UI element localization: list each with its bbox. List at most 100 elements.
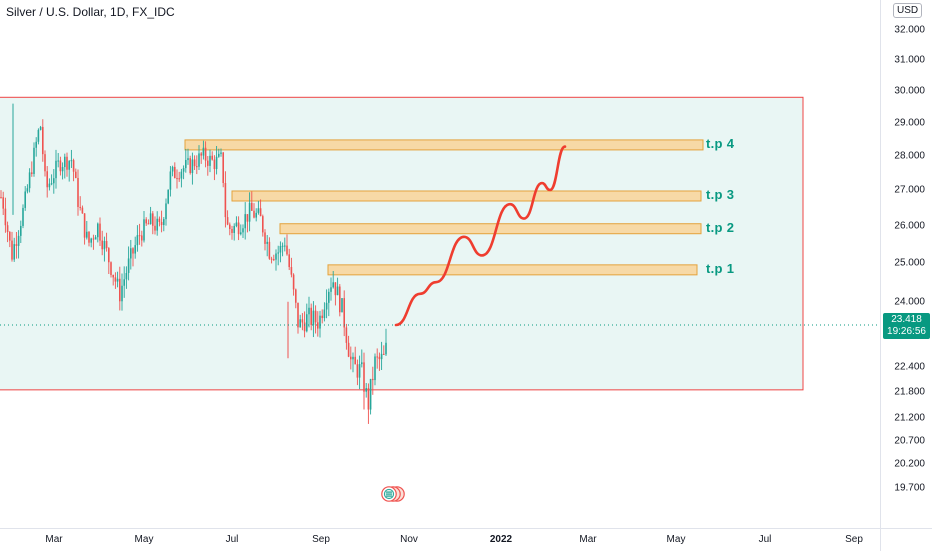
candle: [35, 137, 37, 157]
candle: [50, 174, 53, 186]
candle: [64, 153, 66, 179]
candle: [167, 189, 169, 205]
candle: [275, 249, 277, 271]
candle: [70, 149, 73, 168]
price-tick: 20.700: [894, 435, 925, 447]
candle: [86, 220, 88, 240]
candle: [358, 355, 361, 390]
price-tick: 27.000: [894, 184, 925, 196]
candle: [308, 296, 310, 328]
candle: [259, 199, 262, 217]
candle: [284, 237, 286, 252]
candle: [121, 273, 123, 311]
candle: [9, 231, 11, 248]
candle: [251, 191, 253, 212]
price-tick: 20.200: [894, 458, 925, 470]
projection-curve[interactable]: [394, 145, 567, 327]
candle: [6, 221, 9, 243]
candle: [42, 119, 44, 162]
candle: [138, 223, 141, 245]
tradingview-logo-icon[interactable]: [380, 486, 406, 502]
candle: [229, 222, 231, 236]
candle: [200, 151, 202, 164]
candle: [55, 149, 57, 189]
candle: [380, 341, 383, 370]
candle: [119, 266, 121, 311]
candle: [22, 204, 24, 229]
candle: [169, 166, 172, 197]
candle: [290, 257, 293, 278]
candle: [196, 155, 198, 175]
candle: [301, 313, 304, 331]
symbol-legend[interactable]: Silver / U.S. Dollar, 1D, FX_IDC: [6, 5, 175, 19]
candle: [299, 314, 301, 328]
candle: [336, 277, 339, 296]
candle: [15, 231, 18, 259]
candle: [180, 168, 183, 188]
candle: [374, 353, 376, 386]
price-axis[interactable]: USD 32.000 31.000 30.000 29.000 28.000 27.000…: [880, 0, 932, 528]
candle: [59, 156, 62, 176]
candle: [92, 234, 95, 250]
candle: [339, 284, 341, 317]
candle: [174, 162, 176, 179]
candle: [198, 145, 200, 170]
candle: [240, 224, 242, 236]
candle: [218, 148, 220, 158]
candle: [367, 383, 370, 424]
price-tick: 21.200: [894, 412, 925, 424]
price-tick: 21.800: [894, 386, 925, 398]
time-tick: Mar: [45, 534, 63, 545]
candle: [0, 190, 2, 199]
candle: [365, 382, 367, 398]
candle: [24, 186, 26, 211]
time-tick: May: [666, 534, 686, 545]
target-level-bar-4[interactable]: [184, 139, 704, 151]
time-axis[interactable]: Mar May Jul Sep Nov 2022 Mar May Jul Sep: [0, 528, 880, 551]
candle: [147, 219, 150, 225]
candle: [215, 145, 218, 175]
candle: [108, 247, 110, 274]
time-tick: Nov: [400, 534, 418, 545]
candle: [182, 165, 185, 180]
candle: [97, 222, 99, 243]
candle: [330, 277, 332, 301]
candle: [312, 301, 315, 338]
target-level-bar-1[interactable]: [327, 264, 698, 276]
candle: [303, 311, 306, 338]
currency-button[interactable]: USD: [893, 3, 923, 18]
target-level-bar-3[interactable]: [231, 190, 702, 202]
time-tick: May: [134, 534, 154, 545]
candle: [189, 155, 191, 175]
candle: [376, 348, 378, 369]
candle: [171, 165, 174, 177]
candle: [361, 349, 363, 368]
candle: [343, 290, 345, 337]
chart-canvas[interactable]: [0, 0, 880, 528]
candle: [28, 168, 31, 193]
candle: [154, 216, 156, 235]
target-label-2: t.p 2: [706, 219, 735, 235]
price-tick: 25.000: [894, 257, 925, 269]
time-tick: Jul: [225, 534, 239, 545]
time-tick: Sep: [312, 534, 330, 545]
target-levels: [184, 139, 704, 276]
candle: [202, 140, 205, 160]
chart-plot-area[interactable]: Silver / U.S. Dollar, 1D, FX_IDC t.p 1 t.…: [0, 0, 880, 528]
candle: [295, 288, 297, 309]
candle: [53, 169, 55, 194]
target-level-bar-2[interactable]: [279, 223, 702, 235]
candle: [325, 289, 328, 319]
candle: [4, 197, 7, 233]
candle: [185, 148, 187, 173]
price-tick: 31.000: [894, 54, 925, 66]
candle: [286, 234, 288, 256]
time-tick: 2022: [489, 534, 513, 545]
candle: [103, 236, 106, 262]
candle: [88, 231, 90, 247]
candle: [81, 205, 84, 214]
candle: [310, 303, 312, 331]
candle: [165, 198, 167, 226]
candle: [356, 359, 359, 386]
